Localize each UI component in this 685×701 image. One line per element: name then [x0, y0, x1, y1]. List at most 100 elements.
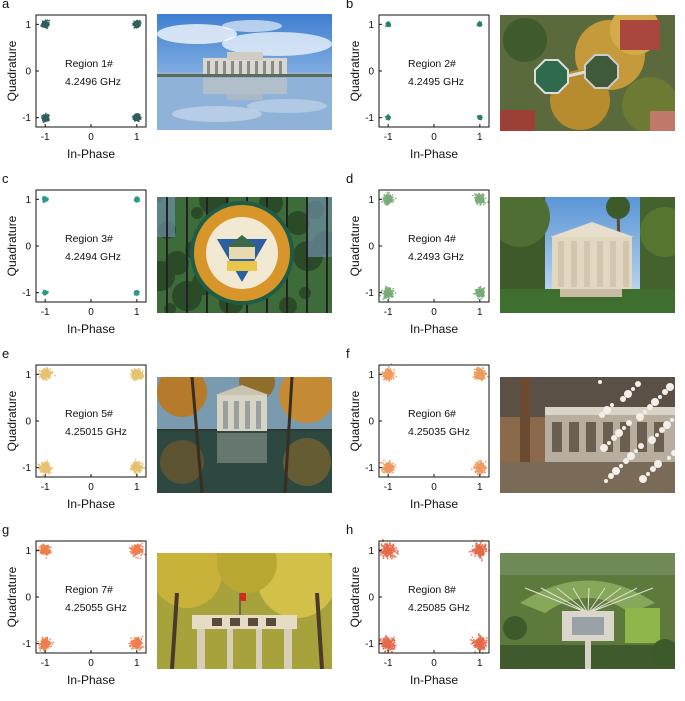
scatter-point [386, 199, 389, 202]
frequency-annotation: 4.2494 GHz [65, 251, 121, 263]
scatter-point [137, 119, 140, 121]
panel-d: d -1 0 1 -1 0 1 In-Phase Quadrature Region 4# 4.24… [343, 171, 685, 350]
scatter-point [141, 371, 144, 374]
scatter-point [392, 196, 394, 199]
constellation-cluster [129, 367, 145, 382]
x-tick-label: 1 [134, 307, 140, 318]
plot-frame [35, 189, 147, 303]
scatter-point [382, 298, 385, 301]
scatter-point [43, 373, 46, 376]
y-tick-label: -1 [22, 288, 31, 299]
scatter-point [48, 19, 51, 22]
scatter-point [46, 471, 49, 473]
scatter-point [487, 201, 489, 203]
plot-frame [35, 14, 147, 128]
scatter-point [475, 369, 478, 372]
scatter-point [382, 197, 385, 200]
scatter-point [46, 116, 49, 119]
scatter-point [134, 375, 137, 378]
scatter-point [46, 463, 49, 466]
scatter-point [47, 370, 50, 373]
constellation-cluster [379, 459, 397, 478]
scatter-point [384, 25, 387, 28]
scatter-point [480, 374, 483, 376]
plot-frame [35, 364, 147, 478]
constellation-cluster [384, 21, 392, 28]
scatter-point [486, 375, 489, 378]
scatter-point [43, 370, 46, 373]
scatter-point [392, 287, 395, 290]
scatter-point [49, 468, 52, 471]
scatter-point [135, 199, 138, 201]
scatter-point [386, 370, 389, 373]
scatter-point [379, 294, 382, 297]
constellation-cluster [476, 20, 483, 27]
scatter-point [135, 468, 138, 471]
x-tick-label: -1 [41, 482, 50, 493]
scatter-point [51, 467, 53, 470]
scatter-point [390, 293, 392, 296]
scatter-point [478, 372, 481, 375]
scatter-point [390, 371, 393, 374]
scatter-point [140, 466, 143, 469]
scatter-point [129, 373, 132, 376]
scatter-points [384, 20, 483, 121]
y-tick-label: 1 [25, 370, 31, 381]
scatter-point [141, 463, 144, 466]
scatter-point [381, 200, 383, 203]
scatter-point [391, 194, 394, 196]
scatter-point [136, 21, 138, 24]
scatter-point [137, 376, 139, 378]
constellation-cluster [381, 363, 398, 382]
scatter-point [42, 121, 45, 124]
scatter-point [45, 468, 48, 471]
scatter-point [481, 375, 483, 378]
scatter-point [45, 24, 47, 27]
scatter-point [142, 369, 144, 372]
scatter-point [132, 463, 135, 466]
constellation-cluster [41, 289, 49, 296]
scatter-point [45, 465, 48, 468]
scatter-point [480, 297, 483, 300]
panel-a: a -1 0 1 -1 0 1 In-Phase Quadrature Region 1# 4.24… [0, 0, 342, 175]
scatter-point [131, 370, 134, 372]
scatter-point [386, 367, 389, 370]
scatter-point [383, 202, 386, 205]
scatter-point [47, 472, 50, 475]
scatter-point [388, 191, 390, 194]
scatter-point [395, 375, 398, 378]
panel-label: e [2, 346, 10, 361]
scatter-points [40, 19, 142, 124]
scatter-point [476, 199, 478, 202]
scatter-point [43, 290, 46, 293]
scatter-point [131, 464, 134, 466]
scatter-point [134, 373, 137, 376]
scatter-point [46, 197, 48, 200]
scatter-point [482, 293, 485, 296]
constellation-cluster [41, 195, 49, 204]
scatter-point [137, 198, 140, 201]
panel-label: c [2, 171, 9, 186]
scatter-point [132, 377, 135, 380]
scatter-point [142, 466, 145, 469]
scatter-point [479, 22, 482, 25]
scatter-point [384, 377, 387, 380]
scatter-point [482, 193, 485, 196]
scatter-point [383, 194, 386, 196]
y-tick-label: 0 [25, 242, 31, 253]
scatter-point [43, 375, 45, 378]
scatter-point [473, 368, 476, 371]
scatter-point [139, 375, 142, 378]
scatter-point [47, 374, 50, 376]
constellation-cluster [40, 19, 51, 30]
scatter-point [383, 378, 385, 381]
scatter-point [381, 375, 384, 378]
y-tick-label: 1 [368, 20, 374, 31]
scatter-point [46, 367, 49, 370]
scatter-point [382, 199, 385, 202]
scatter-point [387, 295, 390, 298]
scatter-point [386, 293, 388, 296]
scatter-point [134, 469, 137, 472]
